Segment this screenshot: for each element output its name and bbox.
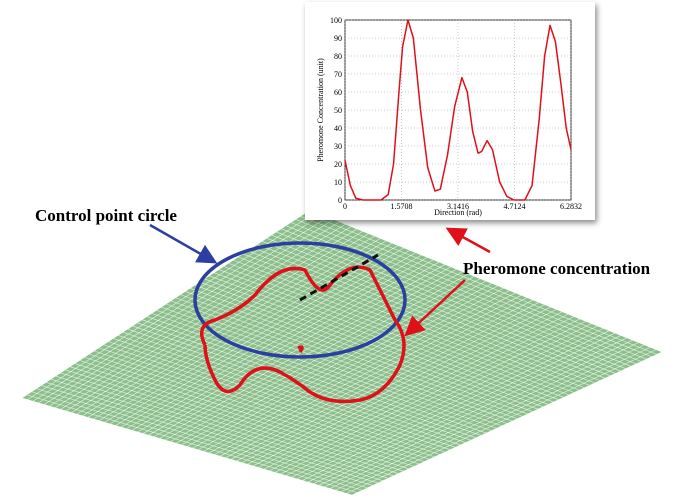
annotation: Pheromone concentration: [463, 259, 651, 278]
y-tick-label: 90: [334, 34, 342, 43]
arrow: [450, 230, 490, 252]
y-tick-label: 30: [334, 142, 342, 151]
y-tick-label: 40: [334, 124, 342, 133]
y-tick-label: 80: [334, 52, 342, 61]
x-tick-label: 0: [343, 202, 347, 211]
y-tick-label: 70: [334, 70, 342, 79]
y-tick-label: 100: [330, 16, 342, 25]
x-tick-label: 3.1416: [447, 202, 469, 211]
annotation: Control point circle: [35, 206, 177, 225]
x-tick-label: 4.7124: [504, 202, 526, 211]
x-tick-label: 6.2832: [560, 202, 582, 211]
inset-panel: [305, 2, 595, 220]
y-tick-label: 0: [338, 196, 342, 205]
y-axis-label: Pheromone Concentration (unit): [316, 58, 325, 162]
y-tick-label: 50: [334, 106, 342, 115]
y-tick-label: 60: [334, 88, 342, 97]
y-tick-label: 20: [334, 160, 342, 169]
arrow: [150, 225, 213, 261]
x-tick-label: 1.5708: [391, 202, 413, 211]
figure: Control point circle Pheromone concentra…: [0, 0, 694, 499]
y-tick-label: 10: [334, 178, 342, 187]
